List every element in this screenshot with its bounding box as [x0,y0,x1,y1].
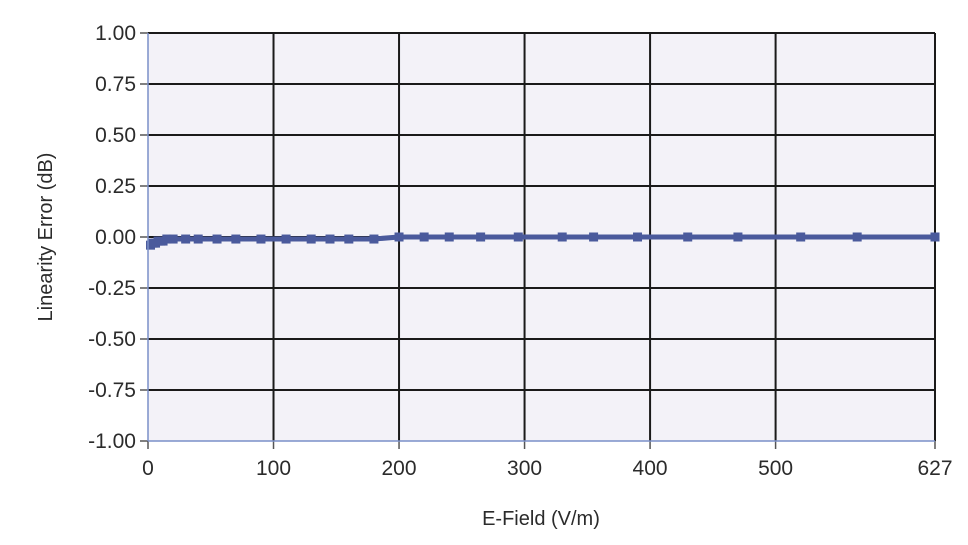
x-tick-label: 627 [917,457,952,480]
data-point [683,232,693,242]
data-point [193,234,203,244]
data-point [325,234,335,244]
data-point [476,232,486,242]
data-point [733,232,743,242]
x-tick-label: 100 [256,457,291,480]
data-point [212,234,222,244]
y-tick-label: -1.00 [88,430,136,453]
x-tick-label: 500 [758,457,793,480]
x-tick-label: 400 [633,457,668,480]
data-point [444,232,454,242]
y-tick-label: 0.75 [95,73,136,96]
data-point [162,234,172,244]
data-point [281,234,291,244]
x-axis-title: E-Field (V/m) [482,508,600,530]
data-point [930,232,940,242]
data-point [852,232,862,242]
data-point [557,232,567,242]
series-layer [146,232,940,250]
data-point [589,232,599,242]
x-tick-label: 0 [142,457,154,480]
data-point [306,234,316,244]
y-tick-label: -0.50 [88,328,136,351]
y-tick-label: 0.50 [95,124,136,147]
data-point [168,234,178,244]
y-tick-label: 1.00 [95,22,136,45]
data-point [633,232,643,242]
y-tick-label: -0.25 [88,277,136,300]
x-tick-label: 200 [382,457,417,480]
data-point [256,234,266,244]
data-point [344,234,354,244]
data-point [181,234,191,244]
y-tick-label: 0.25 [95,175,136,198]
data-point [796,232,806,242]
data-point [394,232,404,242]
y-tick-label: -0.75 [88,379,136,402]
data-point [231,234,241,244]
x-tick-label: 300 [507,457,542,480]
data-point [419,232,429,242]
data-point [513,232,523,242]
axes: 0 100 200 300 400 500 627 1.00 0.75 0.50 0.25 0.00 -… [88,22,952,480]
y-axis-title: Linearity Error (dB) [35,153,57,322]
data-point [369,234,379,244]
y-tick-label: 0.00 [95,226,136,249]
